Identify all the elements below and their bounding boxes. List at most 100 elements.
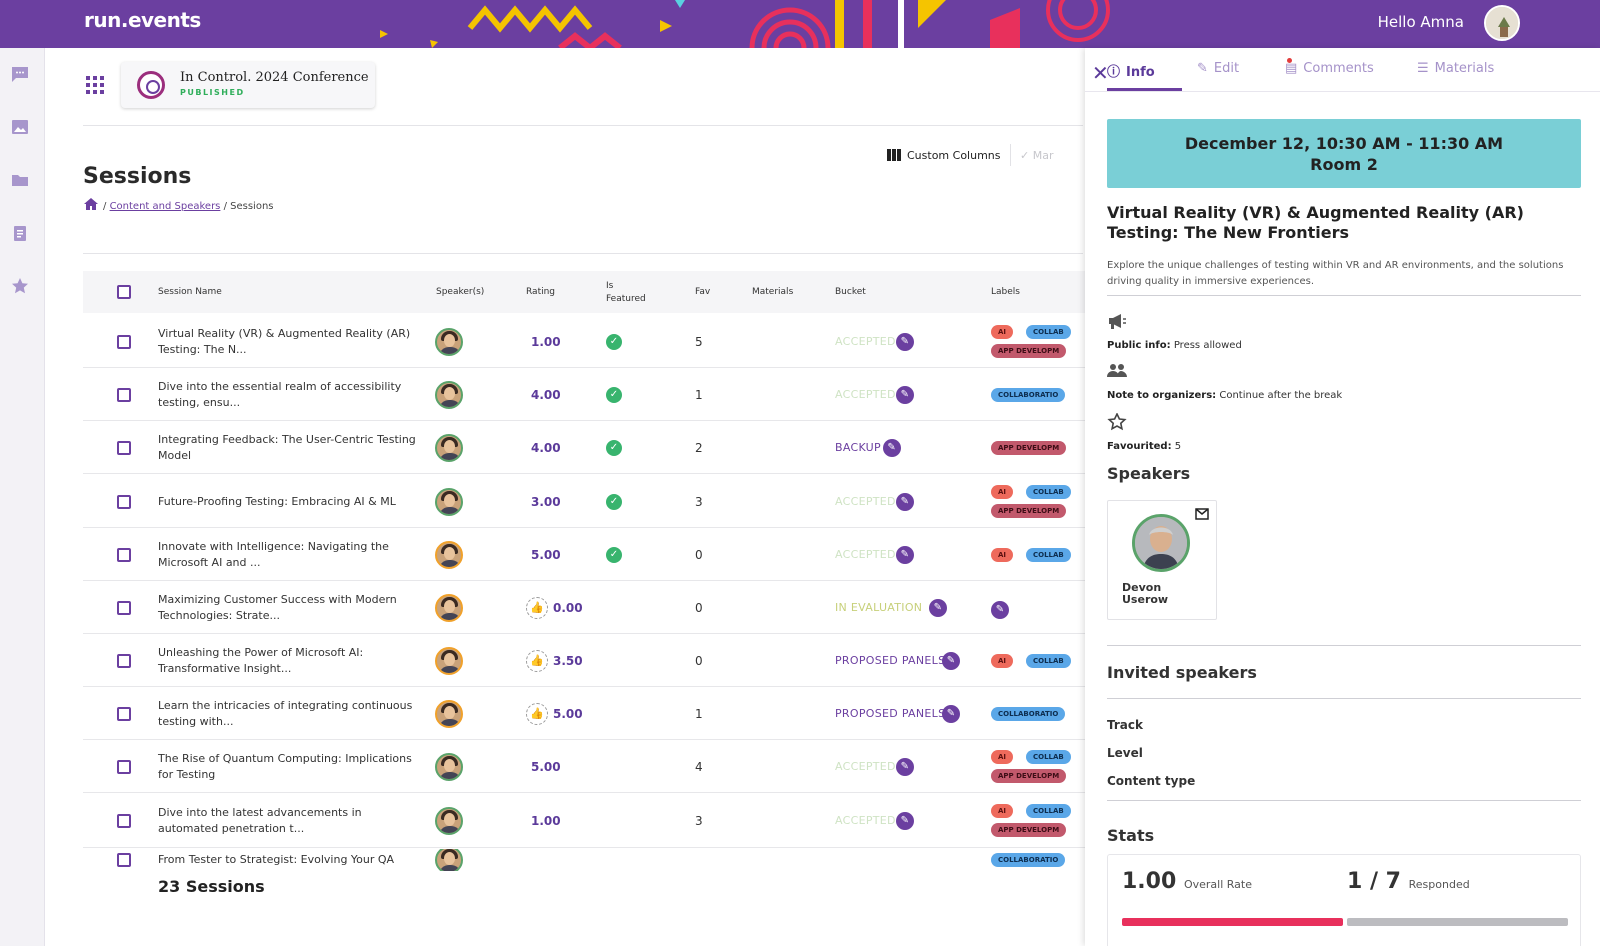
label-chip[interactable]: COLLAB: [1026, 750, 1071, 764]
row-checkbox[interactable]: [117, 654, 131, 668]
label-chip[interactable]: APP DEVELOPM: [991, 769, 1067, 783]
session-name[interactable]: Integrating Feedback: The User-Centric T…: [158, 433, 416, 462]
label-chip[interactable]: COLLAB: [1026, 654, 1071, 668]
row-checkbox[interactable]: [117, 814, 131, 828]
label-chip[interactable]: COLLABORATIO: [991, 853, 1066, 867]
speaker-avatar[interactable]: [435, 328, 463, 356]
table-row[interactable]: Virtual Reality (VR) & Augmented Reality…: [83, 316, 1085, 368]
row-checkbox[interactable]: [117, 601, 131, 615]
thumbs-up-icon[interactable]: 👍: [526, 703, 548, 725]
edit-bucket-button[interactable]: ✎: [895, 812, 914, 830]
session-name[interactable]: From Tester to Strategist: Evolving Your…: [158, 853, 395, 866]
row-checkbox[interactable]: [117, 335, 131, 349]
edit-bucket-button[interactable]: ✎: [882, 439, 901, 457]
label-chip[interactable]: APP DEVELOPM: [991, 823, 1067, 837]
event-selector[interactable]: In Control. 2024 Conference PUBLISHED: [121, 62, 375, 108]
edit-labels-button[interactable]: ✎: [991, 601, 1009, 619]
table-row[interactable]: Learn the intricacies of integrating con…: [83, 688, 1085, 740]
tab-materials[interactable]: ☰ Materials: [1417, 61, 1494, 76]
mark-button[interactable]: ✓ Mar: [1020, 149, 1053, 162]
close-icon[interactable]: ✕: [1092, 61, 1109, 85]
label-chip[interactable]: APP DEVELOPM: [991, 441, 1067, 455]
edit-bucket-button[interactable]: ✎: [895, 493, 914, 511]
table-row[interactable]: Integrating Feedback: The User-Centric T…: [83, 422, 1085, 474]
speaker-avatar[interactable]: [435, 647, 463, 675]
session-name[interactable]: Future-Proofing Testing: Embracing AI & …: [158, 495, 396, 508]
mail-icon[interactable]: [1195, 508, 1209, 520]
col-materials[interactable]: Materials: [752, 287, 794, 297]
session-name[interactable]: Innovate with Intelligence: Navigating t…: [158, 540, 389, 569]
row-checkbox[interactable]: [117, 760, 131, 774]
image-icon[interactable]: [10, 117, 30, 137]
apps-grid-icon[interactable]: [85, 75, 105, 95]
app-logo[interactable]: run.events: [84, 8, 201, 32]
speaker-avatar[interactable]: [435, 849, 463, 871]
table-row[interactable]: Dive into the latest advancements in aut…: [83, 794, 1085, 848]
label-chip[interactable]: AI: [991, 804, 1014, 818]
home-icon[interactable]: [83, 197, 99, 211]
col-bucket[interactable]: Bucket: [835, 287, 866, 297]
table-row[interactable]: The Rise of Quantum Computing: Implicati…: [83, 741, 1085, 793]
session-name[interactable]: Virtual Reality (VR) & Augmented Reality…: [158, 327, 411, 356]
tab-comments[interactable]: ▤ Comments: [1285, 61, 1374, 76]
label-chip[interactable]: AI: [991, 325, 1014, 339]
label-chip[interactable]: COLLAB: [1026, 804, 1071, 818]
row-checkbox[interactable]: [117, 707, 131, 721]
table-row[interactable]: Maximizing Customer Success with Modern …: [83, 582, 1085, 634]
label-chip[interactable]: AI: [991, 750, 1014, 764]
tab-edit[interactable]: ✎ Edit: [1197, 61, 1239, 76]
session-name[interactable]: Dive into the essential realm of accessi…: [158, 380, 402, 409]
session-name[interactable]: Unleashing the Power of Microsoft AI: Tr…: [158, 646, 364, 675]
speaker-avatar[interactable]: [435, 594, 463, 622]
speaker-avatar[interactable]: [435, 541, 463, 569]
speaker-avatar[interactable]: [435, 700, 463, 728]
table-row[interactable]: Dive into the essential realm of accessi…: [83, 369, 1085, 421]
speaker-avatar[interactable]: [435, 488, 463, 516]
col-featured[interactable]: Is Featured: [606, 280, 646, 306]
select-all-checkbox[interactable]: [117, 285, 131, 299]
label-chip[interactable]: AI: [991, 654, 1014, 668]
speaker-avatar[interactable]: [435, 434, 463, 462]
col-labels[interactable]: Labels: [991, 287, 1020, 297]
speaker-avatar[interactable]: [435, 807, 463, 835]
label-chip[interactable]: COLLABORATIO: [991, 388, 1066, 402]
label-chip[interactable]: COLLAB: [1026, 485, 1071, 499]
thumbs-up-icon[interactable]: 👍: [526, 597, 548, 619]
custom-columns-button[interactable]: Custom Columns: [887, 149, 1001, 162]
star-icon[interactable]: [10, 276, 30, 296]
edit-bucket-button[interactable]: ✎: [928, 599, 947, 617]
label-chip[interactable]: COLLABORATIO: [991, 707, 1066, 721]
col-speakers[interactable]: Speaker(s): [436, 287, 485, 297]
table-row[interactable]: Innovate with Intelligence: Navigating t…: [83, 529, 1085, 581]
folder-icon[interactable]: [10, 170, 30, 190]
row-checkbox[interactable]: [117, 548, 131, 562]
col-session-name[interactable]: Session Name: [158, 287, 222, 297]
speaker-avatar[interactable]: [435, 381, 463, 409]
session-name[interactable]: Dive into the latest advancements in aut…: [158, 806, 362, 835]
clipboard-icon[interactable]: [10, 223, 30, 243]
edit-bucket-button[interactable]: ✎: [895, 333, 914, 351]
col-fav[interactable]: Fav: [695, 287, 711, 297]
row-checkbox[interactable]: [117, 388, 131, 402]
session-name[interactable]: Maximizing Customer Success with Modern …: [158, 593, 397, 622]
row-checkbox[interactable]: [117, 853, 131, 867]
thumbs-up-icon[interactable]: 👍: [526, 650, 548, 672]
user-avatar[interactable]: [1484, 5, 1520, 41]
table-row[interactable]: From Tester to Strategist: Evolving Your…: [83, 849, 1085, 871]
speaker-card[interactable]: Devon Userow: [1107, 500, 1217, 620]
edit-bucket-button[interactable]: ✎: [942, 652, 960, 670]
breadcrumb-link-content[interactable]: Content and Speakers: [109, 201, 221, 212]
row-checkbox[interactable]: [117, 495, 131, 509]
speaker-avatar[interactable]: [435, 753, 463, 781]
col-rating[interactable]: Rating: [526, 287, 556, 297]
tab-info[interactable]: ⓘ Info: [1107, 61, 1155, 80]
edit-bucket-button[interactable]: ✎: [895, 386, 914, 404]
label-chip[interactable]: APP DEVELOPM: [991, 344, 1067, 358]
label-chip[interactable]: AI: [991, 485, 1014, 499]
table-row[interactable]: Future-Proofing Testing: Embracing AI & …: [83, 475, 1085, 528]
chat-icon[interactable]: [10, 64, 30, 84]
label-chip[interactable]: AI: [991, 548, 1014, 562]
edit-bucket-button[interactable]: ✎: [942, 705, 960, 723]
label-chip[interactable]: APP DEVELOPM: [991, 504, 1067, 518]
table-row[interactable]: Unleashing the Power of Microsoft AI: Tr…: [83, 635, 1085, 687]
